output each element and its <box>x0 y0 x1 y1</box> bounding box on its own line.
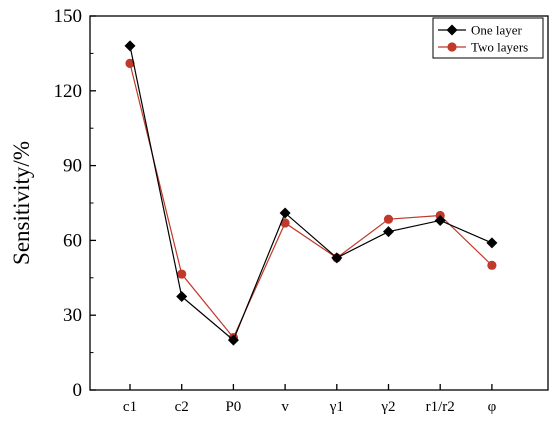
x-tick-label: P0 <box>225 399 241 415</box>
x-tick-label: v <box>281 399 289 415</box>
x-tick-label: r1/r2 <box>426 399 455 415</box>
x-tick-label: c2 <box>175 399 189 415</box>
series-layer <box>124 40 498 346</box>
series-line <box>129 63 493 339</box>
x-tick-label: φ <box>488 399 497 415</box>
y-tick-label: 0 <box>73 380 83 401</box>
series-one-layer <box>124 40 498 346</box>
series-line <box>129 45 493 342</box>
series-point <box>447 42 457 52</box>
legend-label: One layer <box>471 23 523 38</box>
axes <box>89 15 549 391</box>
series-point <box>280 218 290 228</box>
series-point <box>124 40 136 52</box>
series-point <box>486 237 498 249</box>
x-tick-label: γ1 <box>329 399 344 415</box>
plot-frame <box>89 15 549 391</box>
series-point <box>177 269 187 279</box>
series-point <box>487 260 497 270</box>
x-ticks: c1 c2 P0 v γ1 γ2 r1/r2 φ <box>123 384 497 415</box>
y-tick-label: 60 <box>63 230 82 251</box>
series-point <box>383 226 394 238</box>
series-point <box>279 207 291 219</box>
series-point <box>125 58 135 68</box>
y-tick-label: 120 <box>54 81 83 102</box>
y-tick-label: 150 <box>54 6 83 27</box>
series-point <box>331 252 343 264</box>
series-point <box>176 291 188 302</box>
y-ticks: 0 30 60 90 120 150 <box>54 6 96 401</box>
x-tick-label: c1 <box>123 399 137 415</box>
series-point <box>227 334 239 346</box>
series-point <box>434 214 446 226</box>
y-tick-label: 30 <box>63 305 82 326</box>
y-axis-title: Sensitivity/% <box>9 141 34 265</box>
series-point <box>446 24 458 36</box>
x-tick-label: γ2 <box>380 399 395 415</box>
legend: One layer Two layers <box>432 17 544 59</box>
legend-label: Two layers <box>471 40 528 55</box>
y-tick-label: 90 <box>63 156 82 177</box>
series-point <box>383 214 394 224</box>
